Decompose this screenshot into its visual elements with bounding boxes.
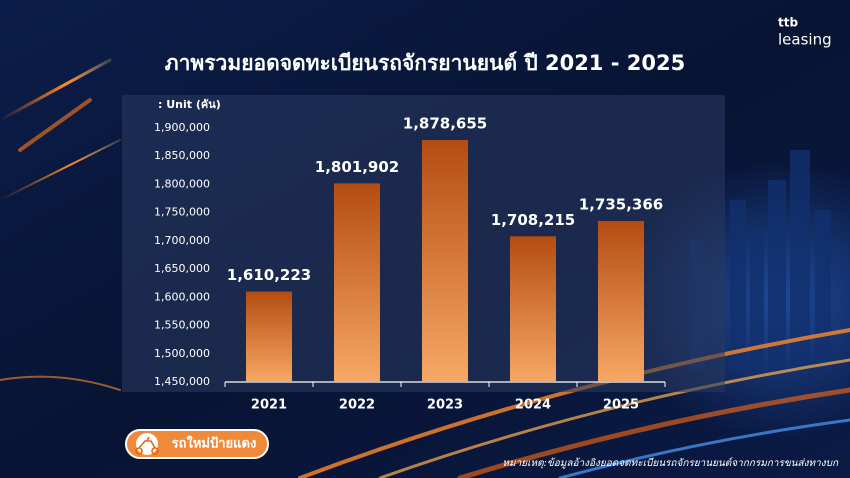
x-tick-label: 2021 [251, 398, 287, 413]
y-tick-label: 1,600,000 [154, 290, 210, 303]
y-tick-label: 1,900,000 [154, 121, 210, 134]
bar [246, 291, 292, 382]
x-tick-label: 2022 [339, 398, 375, 413]
footnote: หมายเหตุ:ข้อมูลอ้างอิงยอดจดทะเบียนรถจักร… [502, 457, 839, 469]
y-tick-label: 1,700,000 [154, 234, 210, 247]
value-label: 1,878,655 [403, 115, 487, 133]
y-tick-label: 1,650,000 [154, 262, 210, 275]
value-label: 1,801,902 [315, 158, 399, 176]
bar [510, 236, 556, 382]
bar [422, 140, 468, 382]
brand-logo: ttb [778, 16, 798, 30]
y-tick-label: 1,850,000 [154, 149, 210, 162]
x-tick-label: 2024 [515, 398, 551, 413]
badge-text: รถใหม่ป้ายแดง [172, 435, 257, 452]
value-label: 1,735,366 [579, 195, 663, 213]
bar [334, 183, 380, 382]
chart-title: ภาพรวมยอดจดทะเบียนรถจักรยานยนต์ ปี 2021 … [165, 51, 685, 75]
y-tick-label: 1,750,000 [154, 206, 210, 219]
y-tick-label: 1,450,000 [154, 375, 210, 388]
y-tick-label: 1,500,000 [154, 347, 210, 360]
x-tick-label: 2023 [427, 398, 463, 413]
badge: รถใหม่ป้ายแดง [125, 429, 269, 459]
value-label: 1,708,215 [491, 211, 575, 229]
value-label: 1,610,223 [227, 266, 311, 284]
brand-product: leasing [778, 31, 832, 49]
bar [598, 220, 644, 382]
unit-label: : Unit (คัน) [158, 98, 221, 111]
y-tick-label: 1,800,000 [154, 177, 210, 190]
y-tick-label: 1,550,000 [154, 319, 210, 332]
x-tick-label: 2025 [603, 398, 639, 413]
